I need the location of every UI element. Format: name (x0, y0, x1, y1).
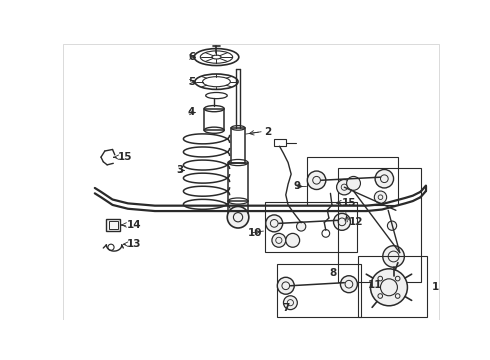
Bar (109, 221, 118, 229)
Circle shape (370, 269, 408, 306)
Circle shape (266, 215, 283, 232)
Circle shape (383, 246, 404, 267)
Bar (338, 168, 421, 282)
Circle shape (341, 276, 357, 293)
Text: 3: 3 (176, 165, 184, 175)
Text: 7: 7 (283, 303, 290, 313)
Circle shape (277, 277, 294, 294)
Bar (274, 139, 286, 147)
Text: 6: 6 (188, 52, 195, 62)
Text: 4: 4 (188, 108, 196, 117)
Text: 2: 2 (264, 127, 271, 137)
Circle shape (374, 191, 387, 203)
Text: 8: 8 (329, 269, 336, 278)
Circle shape (283, 296, 297, 310)
Text: 15: 15 (342, 198, 357, 208)
Circle shape (272, 233, 286, 247)
Bar (228, 163, 248, 201)
Circle shape (388, 221, 397, 230)
Circle shape (375, 170, 393, 188)
Bar (276, 264, 361, 316)
Text: 12: 12 (349, 217, 364, 227)
Text: 15: 15 (118, 152, 132, 162)
Circle shape (286, 233, 300, 247)
Text: 13: 13 (126, 239, 141, 249)
Text: 11: 11 (368, 280, 382, 290)
Circle shape (227, 206, 249, 228)
Text: 5: 5 (188, 77, 195, 87)
Text: 10: 10 (248, 228, 263, 238)
Bar (204, 109, 224, 130)
Circle shape (334, 213, 350, 230)
Bar (358, 256, 427, 316)
Circle shape (307, 171, 326, 189)
Bar (231, 128, 245, 163)
Text: 14: 14 (126, 220, 141, 230)
Bar (106, 219, 120, 231)
Circle shape (337, 180, 352, 195)
Circle shape (296, 222, 306, 231)
Bar (265, 202, 357, 252)
Circle shape (346, 176, 361, 190)
Bar (307, 157, 398, 205)
Text: 9: 9 (294, 181, 300, 192)
Text: 1: 1 (432, 282, 440, 292)
